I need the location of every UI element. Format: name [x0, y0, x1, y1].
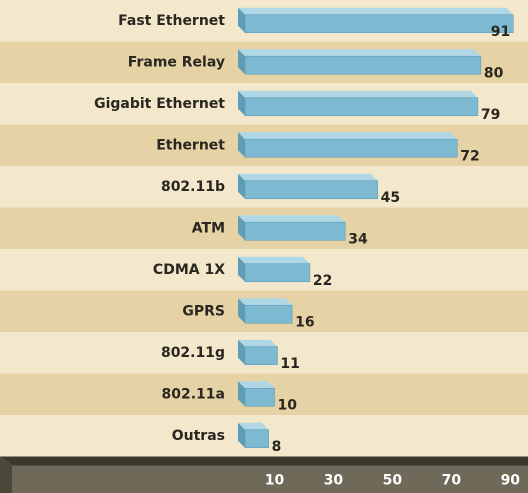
value-label: 16	[295, 314, 314, 330]
bar-side	[238, 49, 245, 75]
bar-front	[244, 263, 311, 283]
bar	[238, 90, 479, 117]
axis-band	[0, 465, 528, 493]
bar-top	[238, 173, 378, 181]
value-label: 91	[491, 24, 510, 40]
bar-top	[238, 132, 458, 140]
bar-front	[244, 55, 482, 75]
bar	[238, 256, 311, 283]
value-label: 80	[484, 65, 504, 81]
bar-front	[244, 14, 514, 34]
axis-side	[0, 456, 12, 493]
x-tick-label: 90	[501, 473, 521, 489]
value-label: 45	[381, 190, 400, 206]
category-label: Fast Ethernet	[118, 13, 225, 29]
category-label: GPRS	[182, 303, 225, 319]
category-label: Gigabit Ethernet	[94, 96, 225, 112]
bar	[238, 132, 458, 158]
bar-front	[244, 346, 278, 366]
bar	[238, 49, 482, 75]
bar-top	[238, 298, 293, 306]
bar-side	[238, 132, 245, 158]
value-label: 11	[280, 356, 299, 372]
bar-top	[238, 215, 346, 223]
bar-top	[238, 90, 478, 98]
bar-top	[238, 422, 269, 430]
bar-front	[244, 304, 293, 324]
category-label: CDMA 1X	[153, 262, 225, 278]
bar-top	[238, 49, 481, 57]
bar-front	[244, 429, 269, 449]
value-label: 34	[348, 231, 368, 247]
value-label: 72	[460, 148, 479, 164]
value-label: 79	[481, 107, 500, 123]
bar	[238, 339, 278, 366]
category-label: Outras	[172, 428, 225, 444]
bar	[238, 7, 514, 34]
bar	[238, 422, 269, 449]
value-label: 10	[277, 397, 297, 413]
category-label: ATM	[192, 220, 225, 236]
axis-floor	[0, 456, 528, 466]
bar-side	[238, 298, 245, 324]
bar-side	[238, 422, 245, 448]
bar-top	[238, 7, 514, 15]
bar-front	[244, 387, 275, 407]
category-label: 802.11b	[161, 179, 225, 195]
bar	[238, 298, 293, 324]
bar-side	[238, 256, 245, 282]
bar-side	[238, 381, 245, 407]
bar	[238, 381, 275, 407]
bar	[238, 215, 346, 241]
category-label: Frame Relay	[128, 54, 225, 70]
bar	[238, 173, 378, 200]
bar-front	[244, 138, 458, 158]
bar-front	[244, 180, 378, 200]
bar-side	[238, 215, 245, 241]
x-tick-label: 70	[442, 473, 462, 489]
category-label: 802.11a	[162, 386, 225, 402]
bar-top	[238, 339, 278, 347]
bar-side	[238, 7, 245, 33]
x-tick-label: 10	[265, 473, 285, 489]
x-tick-label: 50	[383, 473, 403, 489]
value-label: 22	[313, 273, 332, 289]
bar-top	[238, 381, 275, 389]
bar-front	[244, 97, 479, 117]
x-tick-label: 30	[324, 473, 344, 489]
category-label: Ethernet	[156, 137, 225, 153]
category-label: 802.11g	[161, 345, 225, 361]
bar-top	[238, 256, 310, 264]
bar-side	[238, 339, 245, 365]
bar-side	[238, 173, 245, 199]
bar-front	[244, 221, 346, 241]
bar-side	[238, 90, 245, 116]
value-label: 8	[272, 439, 282, 455]
